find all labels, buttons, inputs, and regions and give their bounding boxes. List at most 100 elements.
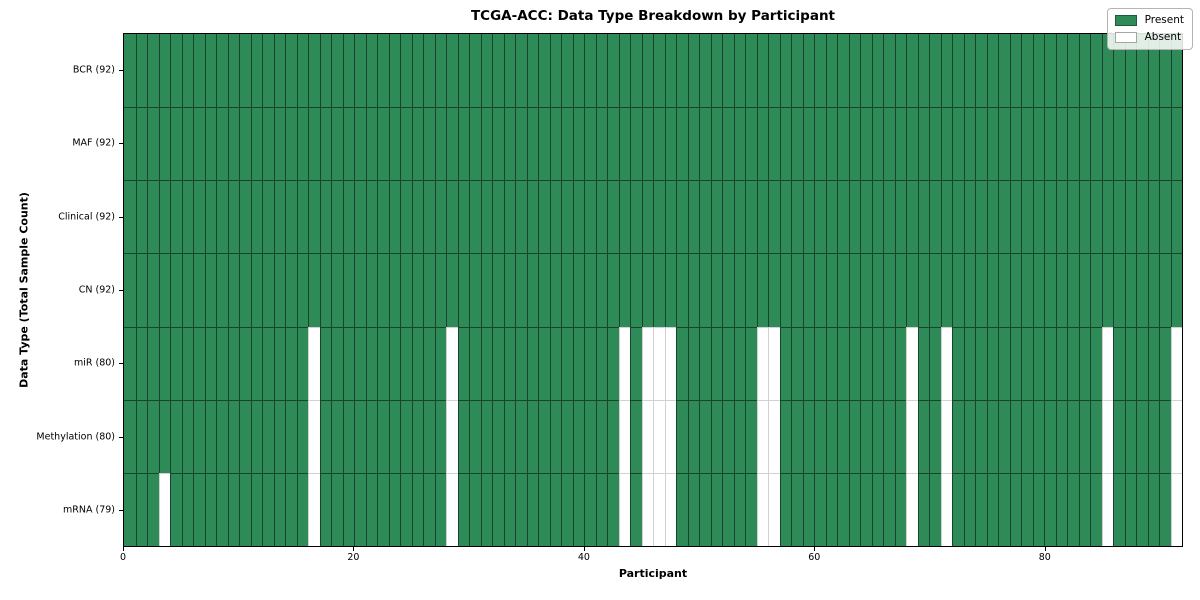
heatmap-cell (963, 326, 975, 400)
heatmap-cell (296, 34, 308, 108)
heatmap-cell (1078, 253, 1090, 327)
heatmap-cell (998, 253, 1010, 327)
heatmap-cell (952, 107, 964, 181)
heatmap-cell (630, 472, 642, 546)
heatmap-cell (158, 326, 170, 400)
heatmap-cell (618, 472, 630, 546)
heatmap-cell (1147, 326, 1159, 400)
x-axis-label: Participant (618, 567, 688, 580)
heatmap-cell (250, 399, 262, 473)
heatmap-cell (572, 34, 584, 108)
heatmap-cell (216, 399, 228, 473)
heatmap-cell (906, 326, 918, 400)
heatmap-cell (860, 180, 872, 254)
heatmap-cell (216, 253, 228, 327)
heatmap-cell (975, 253, 987, 327)
heatmap-cell (952, 326, 964, 400)
heatmap-cell (699, 326, 711, 400)
heatmap-cell (1078, 34, 1090, 108)
heatmap-cell (1090, 34, 1102, 108)
heatmap-cell (687, 107, 699, 181)
heatmap-cell (492, 472, 504, 546)
heatmap-cell (423, 107, 435, 181)
heatmap-cell (365, 399, 377, 473)
heatmap-cell (883, 399, 895, 473)
heatmap-cell (296, 180, 308, 254)
heatmap-cell (1078, 326, 1090, 400)
heatmap-cell (273, 107, 285, 181)
heatmap-cell (745, 107, 757, 181)
heatmap-cell (354, 107, 366, 181)
heatmap-cell (998, 107, 1010, 181)
heatmap-cell (515, 107, 527, 181)
heatmap-cell (802, 34, 814, 108)
heatmap-cell (630, 34, 642, 108)
heatmap-cell (975, 399, 987, 473)
heatmap-cell (860, 326, 872, 400)
heatmap-cell (308, 472, 320, 546)
heatmap-cell (894, 399, 906, 473)
heatmap-cell (1159, 107, 1171, 181)
heatmap-cell (1032, 180, 1044, 254)
heatmap-cell (1136, 34, 1148, 108)
heatmap-cell (400, 34, 412, 108)
heatmap-cell (814, 253, 826, 327)
heatmap-cell (480, 253, 492, 327)
heatmap-cell (986, 180, 998, 254)
heatmap-cell (584, 253, 596, 327)
heatmap-cell (492, 253, 504, 327)
heatmap-cell (722, 472, 734, 546)
heatmap-cell (1124, 34, 1136, 108)
heatmap-cell (170, 399, 182, 473)
heatmap-cell (986, 107, 998, 181)
heatmap-cell (595, 472, 607, 546)
heatmap-cell (503, 399, 515, 473)
heatmap-cell (676, 326, 688, 400)
heatmap-cell (331, 472, 343, 546)
heatmap-cell (618, 107, 630, 181)
heatmap-cell (411, 472, 423, 546)
heatmap-cell (1090, 180, 1102, 254)
heatmap-cell (170, 472, 182, 546)
heatmap-cell (722, 34, 734, 108)
heatmap-cell (135, 107, 147, 181)
heatmap-cell (457, 107, 469, 181)
heatmap-cell (193, 472, 205, 546)
heatmap-cell (814, 180, 826, 254)
heatmap-cell (618, 253, 630, 327)
heatmap-cell (124, 180, 136, 254)
heatmap-cell (411, 107, 423, 181)
heatmap-cell (262, 253, 274, 327)
heatmap-cell (423, 253, 435, 327)
heatmap-cell (814, 107, 826, 181)
heatmap-cell (825, 34, 837, 108)
heatmap-cell (342, 107, 354, 181)
heatmap-cell (446, 180, 458, 254)
heatmap-cell (1021, 180, 1033, 254)
heatmap-cell (768, 34, 780, 108)
heatmap-cell (158, 472, 170, 546)
heatmap-cell (975, 326, 987, 400)
heatmap-cell (975, 107, 987, 181)
heatmap-cell (641, 107, 653, 181)
heatmap-cell (768, 472, 780, 546)
heatmap-cell (1159, 180, 1171, 254)
heatmap-cell (929, 326, 941, 400)
heatmap-cell (1055, 326, 1067, 400)
heatmap-cell (618, 399, 630, 473)
heatmap-cell (584, 472, 596, 546)
heatmap-cell (733, 472, 745, 546)
heatmap-cell (1124, 472, 1136, 546)
heatmap-cell (986, 34, 998, 108)
heatmap-cell (446, 253, 458, 327)
heatmap-cell (940, 326, 952, 400)
heatmap-cell (158, 34, 170, 108)
heatmap-cell (181, 399, 193, 473)
heatmap-cell (883, 180, 895, 254)
heatmap-cell (147, 253, 159, 327)
heatmap-cell (400, 326, 412, 400)
heatmap-cell (193, 34, 205, 108)
heatmap-cell (906, 180, 918, 254)
heatmap-cell (216, 107, 228, 181)
heatmap-cell (837, 326, 849, 400)
